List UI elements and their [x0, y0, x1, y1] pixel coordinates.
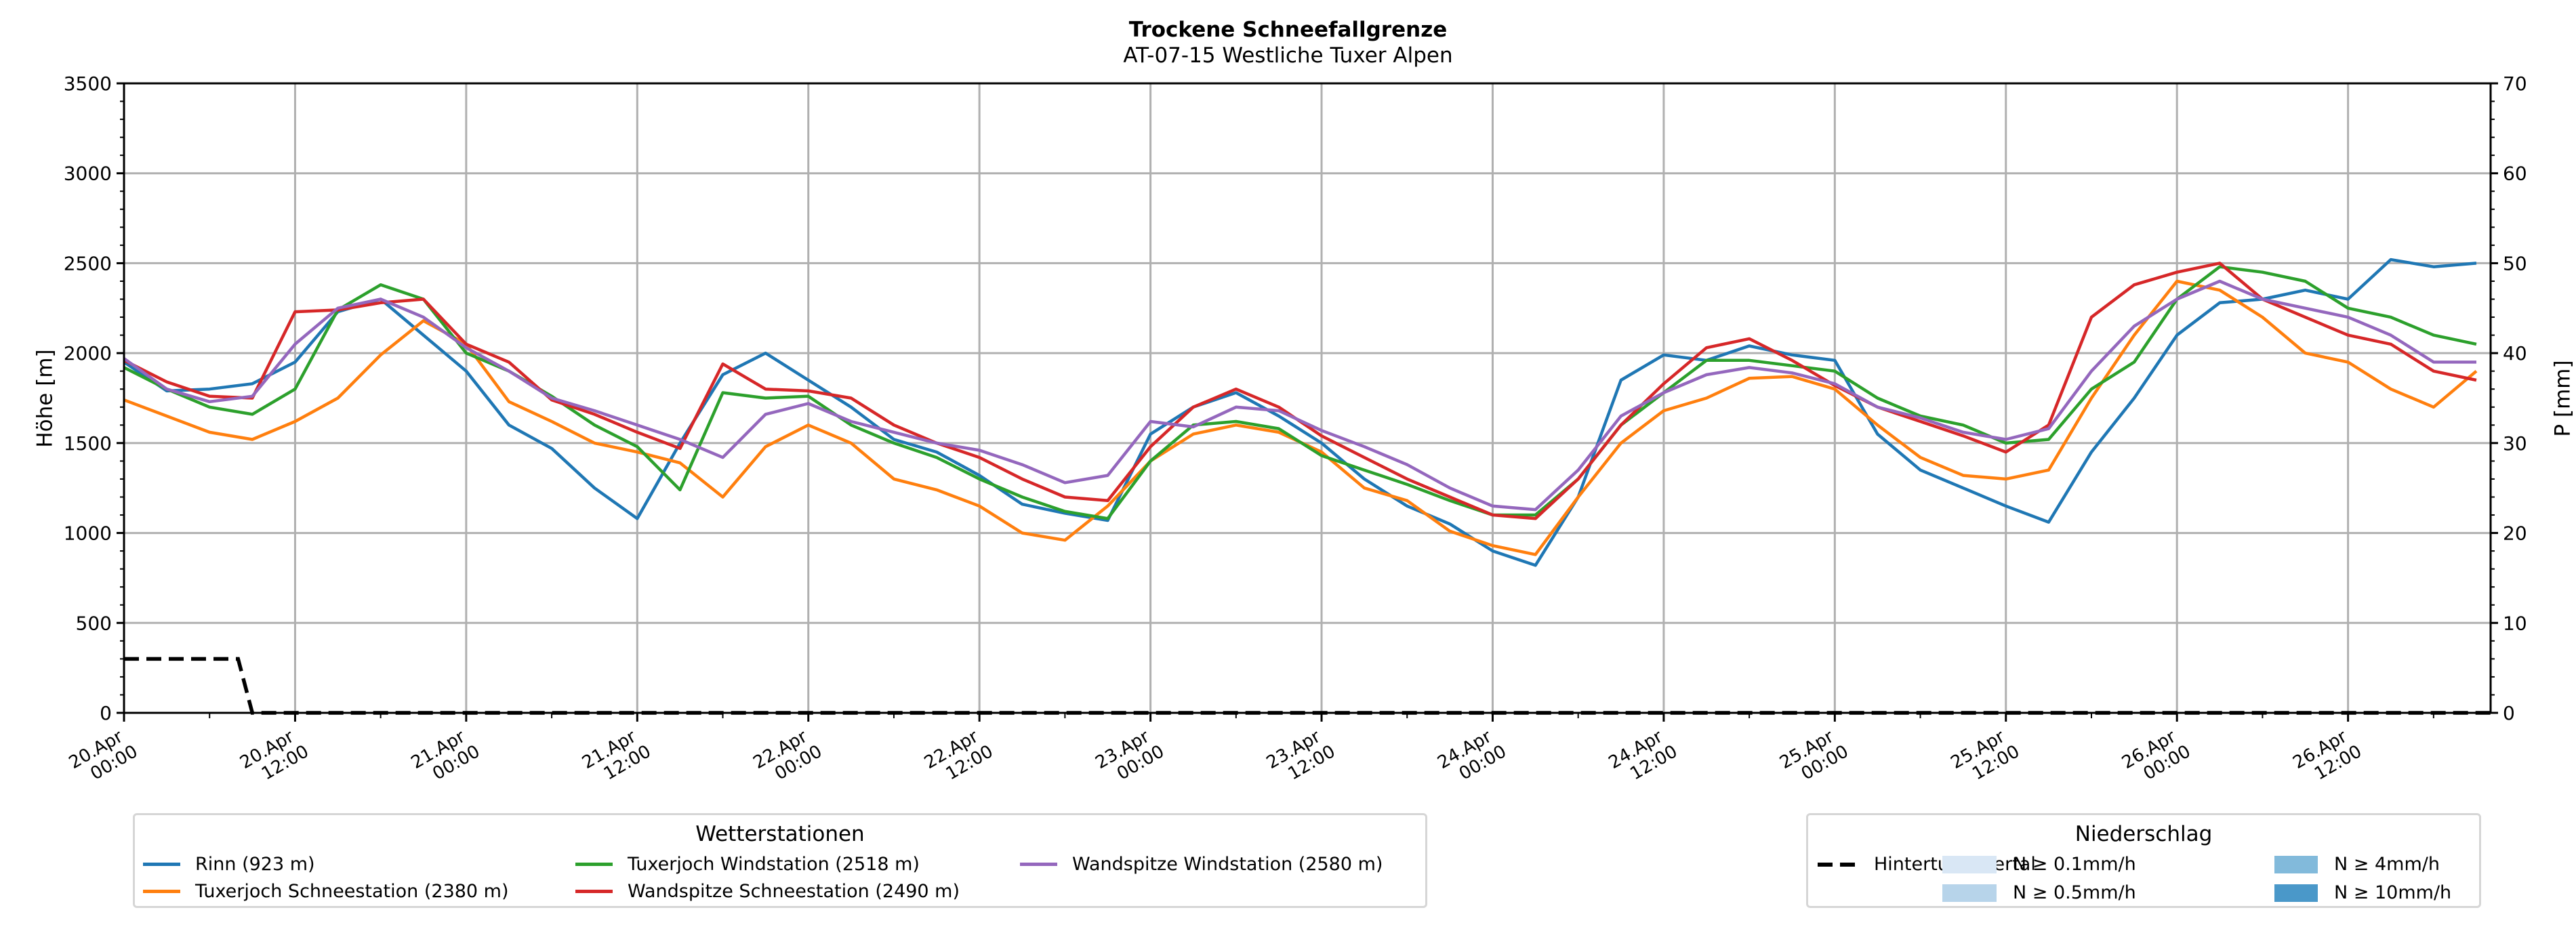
plot-frame	[123, 82, 2492, 714]
legend-label: Tuxerjoch Windstation (2518 m)	[628, 854, 920, 875]
legend-stations: Wetterstationen Rinn (923 m) Tuxerjoch S…	[133, 813, 1427, 908]
y-tick-label-right: 10	[2503, 612, 2527, 634]
y-tick-label-right: 60	[2503, 163, 2527, 185]
y-tick-label-right: 70	[2503, 73, 2527, 95]
series-line-2	[123, 265, 2477, 520]
y-tick-label-right: 40	[2503, 342, 2527, 365]
chart-title: Trockene Schneefallgrenze	[1128, 18, 1448, 42]
legend-item-wandspitze-schneestation: Wandspitze Schneestation (2490 m)	[575, 881, 960, 902]
legend-swatch	[143, 863, 180, 866]
legend-item-n05: N ≥ 0.5mm/h	[1942, 882, 2136, 903]
legend-label: Tuxerjoch Schneestation (2380 m)	[195, 881, 509, 902]
y-tick-label-right: 0	[2503, 702, 2515, 724]
legend-item-n01: N ≥ 0.1mm/h	[1942, 854, 2136, 875]
y-tick-label-left: 2500	[64, 252, 112, 274]
legend-swatch	[575, 863, 613, 866]
legend-swatch	[1942, 884, 1997, 902]
legend-item-tuxerjoch-windstation: Tuxerjoch Windstation (2518 m)	[575, 854, 920, 875]
series-line-0	[123, 257, 2477, 567]
series-line-3	[123, 262, 2477, 520]
legend-precipitation: Niederschlag Hintertux Zillertal N ≥ 0.1…	[1806, 813, 2481, 908]
series-line-1	[123, 279, 2478, 556]
legend-precip-title: Niederschlag	[2074, 822, 2213, 846]
legend-label: Wandspitze Windstation (2580 m)	[1072, 854, 1383, 875]
series-line-4	[123, 279, 2476, 512]
legend-item-wandspitze-windstation: Wandspitze Windstation (2580 m)	[1020, 854, 1383, 875]
y-tick-label-left: 0	[100, 702, 112, 724]
legend-swatch	[2274, 884, 2318, 902]
legend-swatch	[1942, 855, 1997, 873]
legend-item-rinn: Rinn (923 m)	[143, 854, 315, 875]
y-tick-label-left: 1500	[64, 432, 112, 455]
chart-subtitle: AT-07-15 Westliche Tuxer Alpen	[1123, 43, 1453, 68]
legend-item-n10: N ≥ 10mm/h	[2274, 882, 2451, 903]
legend-label: N ≥ 0.1mm/h	[2013, 854, 2136, 875]
legend-swatch	[575, 890, 613, 893]
y-axis-title-left: Höhe [m]	[33, 349, 58, 448]
y-tick-label-right: 50	[2503, 252, 2527, 274]
y-tick-label-left: 3500	[64, 73, 112, 95]
legend-label: Wandspitze Schneestation (2490 m)	[628, 881, 960, 902]
legend-swatch	[143, 890, 180, 893]
y-tick-label-left: 3000	[64, 163, 112, 185]
legend-swatch	[1020, 863, 1057, 866]
legend-label: N ≥ 0.5mm/h	[2013, 882, 2136, 903]
legend-label: N ≥ 10mm/h	[2334, 882, 2452, 903]
y-tick-label-right: 30	[2503, 432, 2527, 455]
y-tick-label-right: 20	[2503, 522, 2527, 545]
y-axis-title-right: P [mm]	[2550, 360, 2575, 437]
precip-line-hintertux	[124, 657, 2491, 715]
grid-layer	[124, 83, 2491, 713]
legend-stations-title: Wetterstationen	[695, 822, 865, 846]
series-layer	[123, 257, 2491, 715]
legend-item-n4: N ≥ 4mm/h	[2274, 854, 2440, 875]
axes-layer: 0 500 1000 1500 2000 2500 3000 3500 0 10 20 30 40 50 6…	[64, 73, 2527, 785]
legend-item-tuxerjoch-schneestation: Tuxerjoch Schneestation (2380 m)	[143, 881, 509, 902]
y-tick-label-left: 500	[76, 612, 112, 634]
legend-swatch	[2274, 855, 2318, 873]
y-tick-label-left: 1000	[64, 522, 112, 545]
y-tick-label-left: 2000	[64, 342, 112, 365]
legend-label: N ≥ 4mm/h	[2334, 854, 2440, 875]
legend-label: Rinn (923 m)	[195, 854, 315, 875]
dashed-line-swatch	[1818, 862, 1855, 867]
